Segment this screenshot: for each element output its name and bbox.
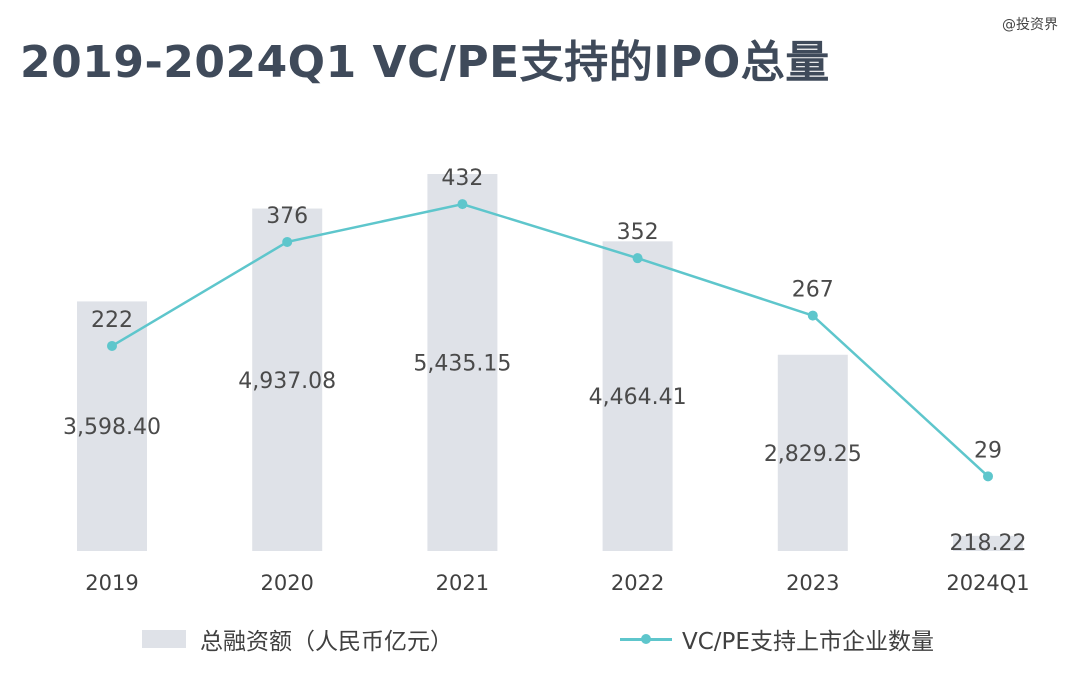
line-series [111,202,989,478]
combo-chart: 3,598.40 4,937.08 5,435.15 4,464.41 2,829.25… [63,166,1030,595]
line-point-2020 [282,236,293,247]
legend-line-swatch [620,629,672,649]
bar-2021 [427,174,498,551]
x-tick-label: 2019 [85,571,138,595]
line-value-label: 267 [792,278,834,303]
chart-title: 2019-2024Q1 VC/PE支持的IPO总量 [20,37,830,88]
bar-2023 [777,354,848,551]
legend-label-line: VC/PE支持上市企业数量 [682,629,934,655]
legend-item-bar: 总融资额（人民币亿元） [142,622,453,656]
bar-value-label: 218.22 [950,531,1027,556]
bar-value-label: 3,598.40 [63,415,161,440]
line-value-label: 376 [266,204,308,229]
legend-item-line: VC/PE支持上市企业数量 [620,622,934,656]
line-value-label: 29 [974,438,1002,463]
line-point-2021 [457,199,468,210]
x-tick-label: 2020 [260,571,313,595]
x-tick-label: 2022 [611,571,664,595]
line-value-label: 352 [617,220,659,245]
bar-value-label: 5,435.15 [413,352,511,377]
watermark: @投资界 [1002,17,1058,33]
bar-2020 [252,208,323,551]
x-tick-label: 2021 [436,571,489,595]
line-point-2022 [632,253,643,264]
chart-legend: 总融资额（人民币亿元） VC/PE支持上市企业数量 [0,622,1080,662]
bar-value-label: 2,829.25 [764,442,862,467]
bar-value-label: 4,937.08 [238,369,336,394]
line-point-2019 [107,340,117,351]
line-point-2024Q1 [983,471,993,482]
line-point-2023 [807,310,818,321]
bar-2022 [602,241,673,551]
legend-label-bar: 总融资额（人民币亿元） [200,629,453,655]
line-value-label: 432 [441,166,483,191]
line-value-label: 222 [91,308,133,333]
x-tick-label: 2024Q1 [946,571,1029,595]
bar-value-label: 4,464.41 [589,385,687,410]
legend-bar-swatch [142,630,186,648]
bar-2024Q1 [953,535,1023,551]
x-tick-label: 2023 [786,571,839,595]
